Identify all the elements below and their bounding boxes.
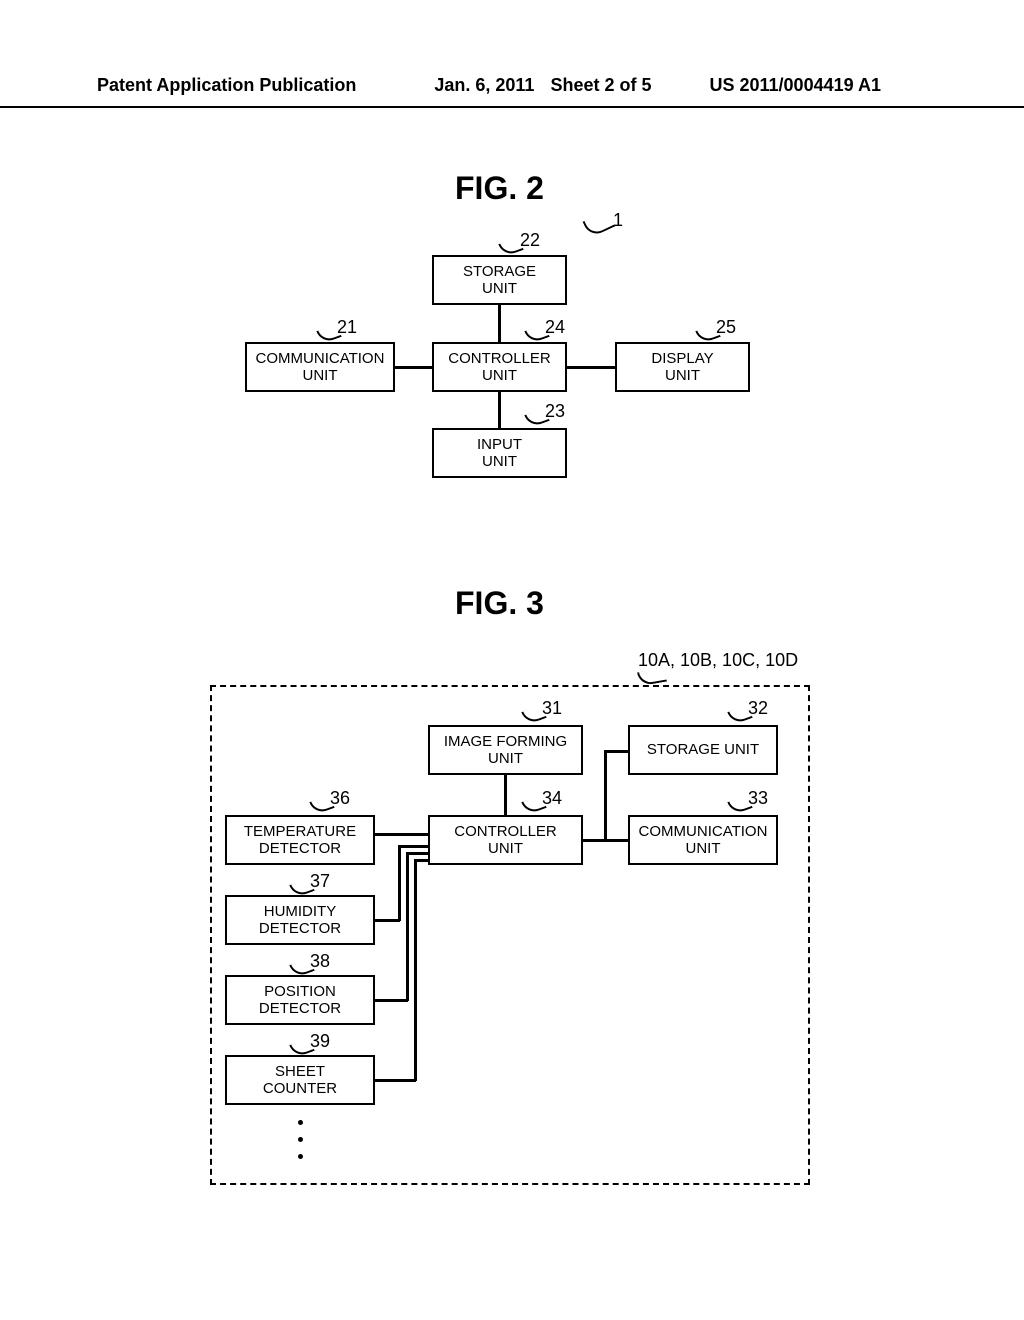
fig3-sheet-counter-box: SHEET COUNTER (225, 1055, 375, 1105)
fig3-conn-pos-top (406, 852, 428, 855)
fig3-storage-box: STORAGE UNIT (628, 725, 778, 775)
fig3-conn-pos-h (375, 999, 408, 1002)
fig3-image-forming-label: IMAGE FORMING UNIT (444, 733, 567, 768)
fig2-controller-label: CONTROLLER UNIT (448, 350, 551, 385)
fig2-controller-box: CONTROLLER UNIT (432, 342, 567, 392)
fig3-conn-pos-v (406, 852, 409, 1001)
publication-label: Patent Application Publication (97, 75, 356, 96)
fig3-continuation-dots (297, 1108, 303, 1171)
fig3-storage-label: STORAGE UNIT (647, 741, 759, 758)
fig2-input-hook (524, 408, 549, 429)
fig2-conn-comm-ctrl (395, 366, 432, 369)
fig3-humidity-box: HUMIDITY DETECTOR (225, 895, 375, 945)
fig2-assembly-ref: 1 (613, 210, 623, 231)
fig3-conn-sheet-h (375, 1079, 416, 1082)
sheet-label: Sheet 2 of 5 (550, 75, 651, 96)
fig2-storage-box: STORAGE UNIT (432, 255, 567, 305)
fig3-position-box: POSITION DETECTOR (225, 975, 375, 1025)
fig3-humidity-label: HUMIDITY DETECTOR (259, 903, 341, 938)
fig3-conn-junction-up (604, 750, 607, 839)
fig3-conn-ctrl-img (504, 775, 507, 815)
fig3-conn-sheet-top (414, 859, 428, 862)
fig2-conn-storage-ctrl (498, 305, 501, 342)
fig2-communication-label: COMMUNICATION UNIT (256, 350, 385, 385)
fig3-temperature-box: TEMPERATURE DETECTOR (225, 815, 375, 865)
fig3-conn-hum-v (398, 845, 401, 921)
fig3-title: FIG. 3 (455, 585, 544, 622)
page-header: Patent Application Publication Jan. 6, 2… (0, 75, 1024, 108)
fig3-conn-to-storage (604, 750, 628, 753)
fig2-display-label: DISPLAY UNIT (651, 350, 713, 385)
publication-date: Jan. 6, 2011 (434, 75, 534, 96)
fig2-communication-box: COMMUNICATION UNIT (245, 342, 395, 392)
fig2-input-label: INPUT UNIT (477, 436, 522, 471)
fig3-position-label: POSITION DETECTOR (259, 983, 341, 1018)
fig3-conn-hum-h (375, 919, 400, 922)
fig3-conn-ctrl-comm (583, 839, 628, 842)
fig2-display-box: DISPLAY UNIT (615, 342, 750, 392)
fig3-temperature-label: TEMPERATURE DETECTOR (244, 823, 356, 858)
fig2-conn-ctrl-display (567, 366, 615, 369)
fig3-communication-box: COMMUNICATION UNIT (628, 815, 778, 865)
fig2-title: FIG. 2 (455, 170, 544, 207)
fig2-assembly-hook (583, 210, 616, 238)
publication-number: US 2011/0004419 A1 (709, 75, 880, 96)
fig3-conn-sheet-v (414, 859, 417, 1081)
fig2-input-box: INPUT UNIT (432, 428, 567, 478)
fig3-communication-label: COMMUNICATION UNIT (639, 823, 768, 858)
fig3-conn-hum-top (398, 845, 428, 848)
fig2-storage-label: STORAGE UNIT (463, 263, 536, 298)
fig3-controller-label: CONTROLLER UNIT (454, 823, 557, 858)
fig3-conn-temp (375, 833, 428, 836)
fig2-conn-ctrl-input (498, 392, 501, 428)
fig3-controller-box: CONTROLLER UNIT (428, 815, 583, 865)
fig3-image-forming-box: IMAGE FORMING UNIT (428, 725, 583, 775)
fig3-sheet-counter-label: SHEET COUNTER (263, 1063, 337, 1098)
